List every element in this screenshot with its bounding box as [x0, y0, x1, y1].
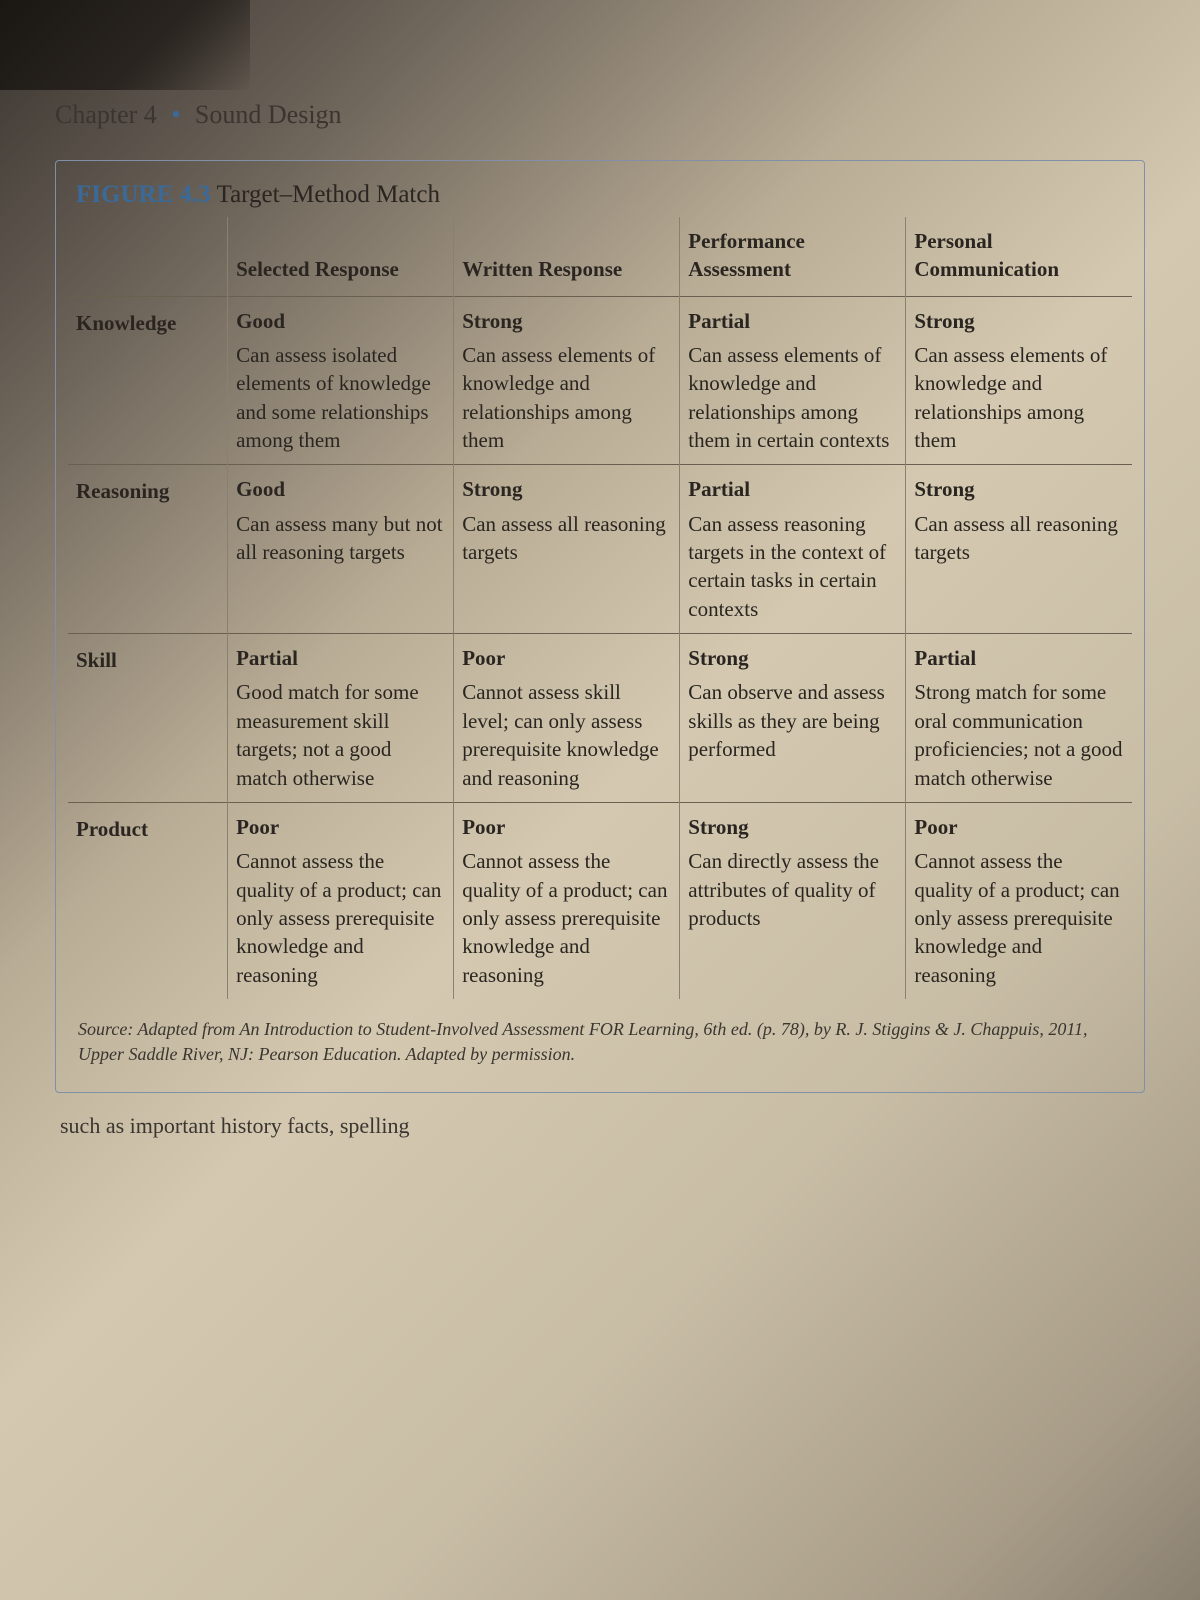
page-fragment-text: such as important history facts, spellin… — [55, 1113, 1145, 1139]
cell-knowledge-written: Strong Can assess elements of knowledge … — [454, 296, 680, 465]
cell-rating: Strong — [914, 307, 1124, 335]
source-prefix: Source: — [78, 1019, 133, 1039]
cell-desc: Good match for some measurement skill ta… — [236, 678, 445, 791]
cell-skill-personal: Partial Strong match for some oral commu… — [906, 634, 1132, 803]
header-stub — [68, 217, 228, 296]
cell-rating: Strong — [688, 813, 897, 841]
cell-knowledge-performance: Partial Can assess elements of knowledge… — [680, 296, 906, 465]
source-citation: Source: Adapted from An Introduction to … — [68, 1017, 1132, 1067]
cell-desc: Cannot assess the quality of a product; … — [914, 847, 1124, 989]
cell-product-performance: Strong Can directly assess the attribute… — [680, 802, 906, 999]
table-header-row: Selected Response Written Response Perfo… — [68, 217, 1132, 296]
chapter-header: Chapter 4 • Sound Design — [55, 100, 1145, 130]
cell-desc: Strong match for some oral communication… — [914, 678, 1124, 791]
cell-knowledge-selected: Good Can assess isolated elements of kno… — [228, 296, 454, 465]
cell-rating: Strong — [462, 307, 671, 335]
row-label-product: Product — [68, 802, 228, 999]
row-label-skill: Skill — [68, 634, 228, 803]
cell-reasoning-selected: Good Can assess many but not all reasoni… — [228, 465, 454, 634]
cell-desc: Can directly assess the attributes of qu… — [688, 847, 897, 932]
source-before: Adapted from — [133, 1019, 239, 1039]
cell-product-written: Poor Cannot assess the quality of a prod… — [454, 802, 680, 999]
cell-desc: Can assess all reasoning targets — [462, 510, 671, 567]
cell-skill-selected: Partial Good match for some measurement … — [228, 634, 454, 803]
cell-reasoning-written: Strong Can assess all reasoning targets — [454, 465, 680, 634]
target-method-table: Selected Response Written Response Perfo… — [68, 217, 1132, 999]
cell-desc: Can assess elements of knowledge and rel… — [462, 341, 671, 454]
row-reasoning: Reasoning Good Can assess many but not a… — [68, 465, 1132, 634]
header-written-response: Written Response — [454, 217, 680, 296]
cell-skill-written: Poor Cannot assess skill level; can only… — [454, 634, 680, 803]
cell-reasoning-performance: Partial Can assess reasoning targets in … — [680, 465, 906, 634]
cell-rating: Good — [236, 475, 445, 503]
header-selected-response: Selected Response — [228, 217, 454, 296]
chapter-title: Sound Design — [195, 100, 342, 129]
row-label-knowledge: Knowledge — [68, 296, 228, 465]
row-knowledge: Knowledge Good Can assess isolated eleme… — [68, 296, 1132, 465]
bullet-separator: • — [171, 100, 180, 129]
cell-knowledge-personal: Strong Can assess elements of knowledge … — [906, 296, 1132, 465]
cell-rating: Strong — [914, 475, 1124, 503]
cell-desc: Can assess elements of knowledge and rel… — [688, 341, 897, 454]
chapter-number: Chapter 4 — [55, 100, 157, 129]
photo-dark-corner — [0, 0, 250, 90]
cell-desc: Can observe and assess skills as they ar… — [688, 678, 897, 763]
cell-reasoning-personal: Strong Can assess all reasoning targets — [906, 465, 1132, 634]
header-performance-assessment: Performance Assessment — [680, 217, 906, 296]
cell-desc: Cannot assess the quality of a product; … — [462, 847, 671, 989]
cell-desc: Can assess isolated elements of knowledg… — [236, 341, 445, 454]
source-book-title: An Introduction to Student-Involved Asse… — [239, 1019, 698, 1039]
cell-rating: Partial — [236, 644, 445, 672]
cell-rating: Good — [236, 307, 445, 335]
cell-desc: Can assess elements of knowledge and rel… — [914, 341, 1124, 454]
cell-product-personal: Poor Cannot assess the quality of a prod… — [906, 802, 1132, 999]
figure-container: FIGURE 4.3 Target–Method Match Selected … — [55, 160, 1145, 1093]
cell-desc: Cannot assess skill level; can only asse… — [462, 678, 671, 791]
cell-rating: Partial — [688, 307, 897, 335]
cell-desc: Can assess reasoning targets in the cont… — [688, 510, 897, 623]
cell-rating: Strong — [462, 475, 671, 503]
cell-desc: Can assess many but not all reasoning ta… — [236, 510, 445, 567]
cell-rating: Partial — [914, 644, 1124, 672]
header-personal-communication: Personal Communication — [906, 217, 1132, 296]
figure-title: FIGURE 4.3 Target–Method Match — [68, 181, 1132, 209]
figure-label: FIGURE 4.3 — [76, 181, 211, 208]
row-skill: Skill Partial Good match for some measur… — [68, 634, 1132, 803]
figure-name: Target–Method Match — [217, 181, 440, 208]
cell-desc: Cannot assess the quality of a product; … — [236, 847, 445, 989]
cell-rating: Strong — [688, 644, 897, 672]
cell-rating: Partial — [688, 475, 897, 503]
cell-rating: Poor — [462, 813, 671, 841]
cell-product-selected: Poor Cannot assess the quality of a prod… — [228, 802, 454, 999]
cell-desc: Can assess all reasoning targets — [914, 510, 1124, 567]
row-label-reasoning: Reasoning — [68, 465, 228, 634]
cell-rating: Poor — [236, 813, 445, 841]
row-product: Product Poor Cannot assess the quality o… — [68, 802, 1132, 999]
cell-rating: Poor — [462, 644, 671, 672]
cell-rating: Poor — [914, 813, 1124, 841]
cell-skill-performance: Strong Can observe and assess skills as … — [680, 634, 906, 803]
